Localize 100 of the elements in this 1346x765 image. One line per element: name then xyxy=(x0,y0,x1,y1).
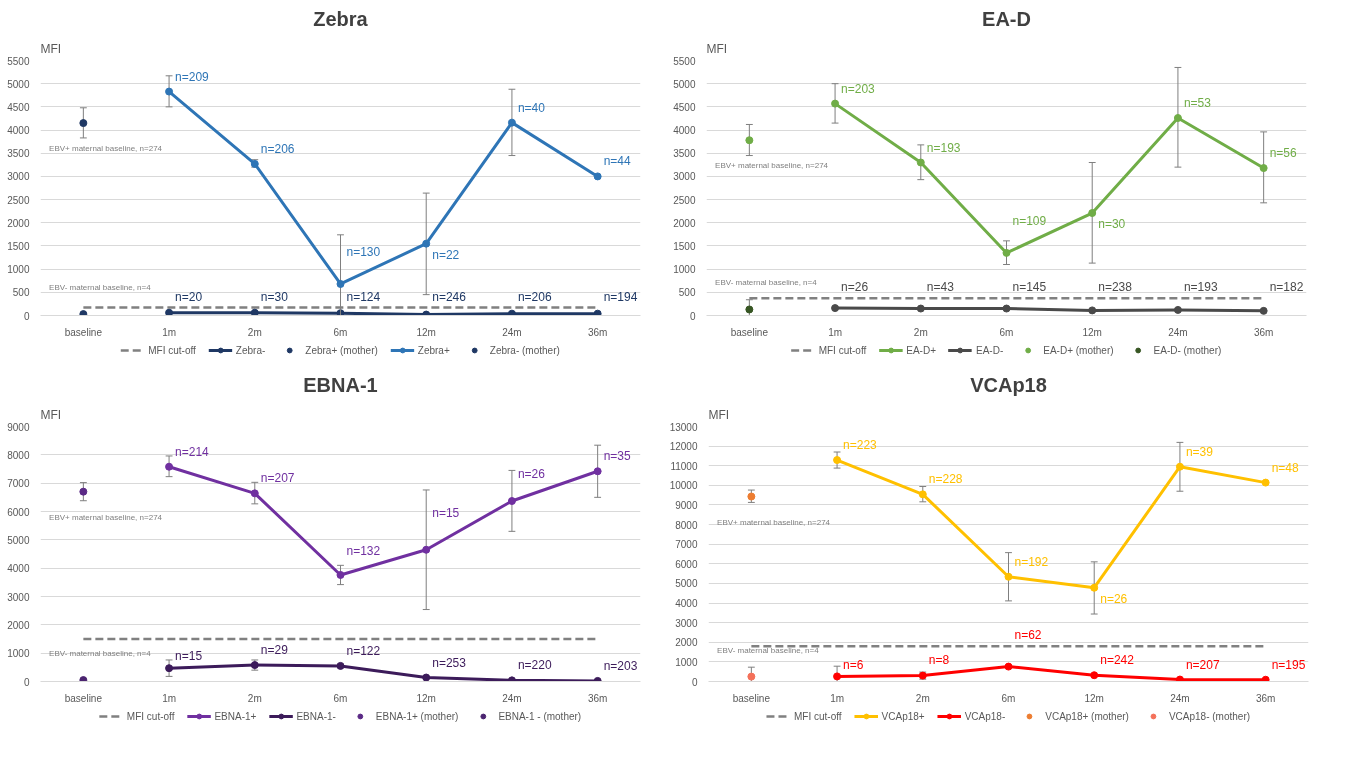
annotation: EBV- maternal baseline, n=4 xyxy=(715,278,818,288)
point xyxy=(507,497,516,506)
y-tick-label: 0 xyxy=(689,310,696,322)
point xyxy=(250,308,259,316)
annotation: n=238 xyxy=(1098,280,1133,295)
legend-label: EBNA-1+ xyxy=(214,710,257,722)
point xyxy=(831,304,840,313)
point xyxy=(250,489,259,498)
annotation: n=132 xyxy=(346,543,381,558)
x-tick-label: baseline xyxy=(64,692,103,704)
x-tick-label: baseline xyxy=(64,326,103,338)
legend-label: VCAp18- (mother) xyxy=(1168,710,1251,722)
y-tick-label: 1000 xyxy=(7,264,30,276)
point xyxy=(79,119,88,128)
point xyxy=(1002,304,1011,313)
point xyxy=(1173,114,1182,122)
point xyxy=(745,136,754,145)
legend-label: EBNA-1+ (mother) xyxy=(375,710,459,722)
legend-label: EBNA-1- xyxy=(296,710,336,722)
point xyxy=(336,279,345,288)
point xyxy=(1259,164,1268,173)
annotation: n=206 xyxy=(517,289,552,304)
annotation: n=29 xyxy=(260,643,289,658)
y-tick-label: 12000 xyxy=(669,441,698,453)
x-tick-label: 1m xyxy=(162,692,177,704)
legend-label: VCAp18- xyxy=(964,710,1006,722)
point xyxy=(1002,248,1011,257)
y-tick-label: 8000 xyxy=(675,519,698,531)
point xyxy=(422,673,431,682)
point xyxy=(918,490,927,499)
x-tick-label: 36m xyxy=(587,326,608,338)
y-tick-label: 1500 xyxy=(7,240,30,252)
annotation: n=193 xyxy=(1183,280,1218,295)
y-tick-label: 1000 xyxy=(7,648,30,660)
point xyxy=(422,239,431,248)
x-tick-label: 24m xyxy=(502,326,522,338)
y-tick-label: 0 xyxy=(691,676,698,688)
annotation: n=182 xyxy=(1269,280,1304,295)
legend-label: VCAp18+ xyxy=(881,710,925,722)
legend-label: Zebra- (mother) xyxy=(489,344,560,356)
x-tick-label: 12m xyxy=(416,326,436,338)
annotation: n=207 xyxy=(1185,657,1220,672)
point xyxy=(747,492,756,501)
annotation: n=15 xyxy=(432,506,460,521)
y-tick-label: 500 xyxy=(678,287,696,299)
legend-label: EA-D- (mother) xyxy=(1153,344,1222,356)
point xyxy=(1090,583,1099,592)
legend-label: EA-D+ (mother) xyxy=(1043,344,1114,356)
annotation: n=44 xyxy=(603,154,631,169)
annotation: n=195 xyxy=(1271,657,1306,672)
y-tick-label: 5500 xyxy=(7,55,30,67)
x-tick-label: 24m xyxy=(1168,326,1188,338)
y-tick-label: 5000 xyxy=(673,78,696,90)
x-tick-label: 2m xyxy=(247,326,262,338)
point xyxy=(507,118,516,127)
point xyxy=(79,487,88,496)
x-tick-label: 2m xyxy=(913,326,928,338)
annotation: n=209 xyxy=(175,69,210,84)
y-tick-label: 4000 xyxy=(7,563,30,575)
annotation: n=22 xyxy=(432,247,460,262)
point xyxy=(165,462,174,471)
x-tick-label: baseline xyxy=(732,692,771,704)
y-tick-label: 4000 xyxy=(673,125,696,137)
y-tick-label: 5000 xyxy=(7,534,30,546)
point xyxy=(165,308,174,316)
point xyxy=(1175,462,1184,471)
point xyxy=(336,570,345,579)
y-tick-label: 3000 xyxy=(7,591,30,603)
x-tick-label: 6m xyxy=(333,692,348,704)
y-tick-label: 11000 xyxy=(670,460,698,472)
legend-label: EA-D+ xyxy=(906,344,937,356)
annotation: n=35 xyxy=(603,449,631,464)
y-tick-label: 0 xyxy=(23,676,30,688)
point xyxy=(1261,478,1270,487)
x-tick-label: 12m xyxy=(1084,692,1104,704)
annotation: EBV+ maternal baseline, n=274 xyxy=(49,144,163,154)
y-tick-label: 1000 xyxy=(673,264,696,276)
annotation: EBV+ maternal baseline, n=274 xyxy=(717,517,831,527)
legend-label: EA-D- xyxy=(976,344,1004,356)
legend-label: Zebra+ (mother) xyxy=(305,344,378,356)
point xyxy=(165,87,174,96)
annotation: n=253 xyxy=(432,655,467,670)
y-tick-label: 9000 xyxy=(675,499,698,511)
annotation: n=192 xyxy=(1014,554,1049,569)
annotation: EBV- maternal baseline, n=4 xyxy=(717,645,820,655)
annotation: n=242 xyxy=(1100,653,1135,668)
point xyxy=(916,158,925,167)
annotation: n=26 xyxy=(841,280,869,295)
annotation: n=122 xyxy=(346,643,381,658)
point xyxy=(1090,671,1099,680)
point xyxy=(1261,675,1270,682)
annotation: n=203 xyxy=(841,81,876,96)
annotation: n=39 xyxy=(1185,444,1214,459)
x-tick-label: 6m xyxy=(1001,692,1016,704)
point xyxy=(833,456,842,465)
point xyxy=(593,467,602,476)
annotation: n=214 xyxy=(175,444,210,459)
point xyxy=(747,672,756,681)
annotation: EBV+ maternal baseline, n=274 xyxy=(49,512,163,522)
y-tick-label: 4000 xyxy=(7,125,30,137)
